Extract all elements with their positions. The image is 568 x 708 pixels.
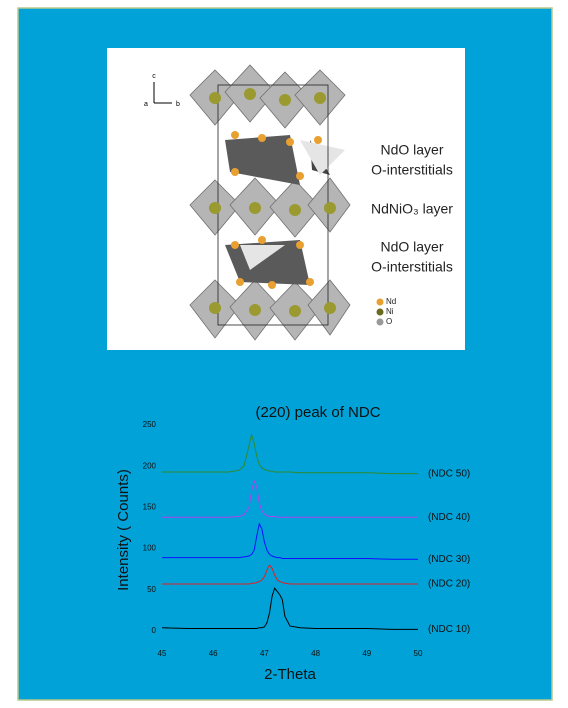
structure-label: O-interstitials	[371, 162, 453, 178]
axis-a: a	[144, 101, 148, 108]
axes-indicator: c a b	[144, 73, 180, 108]
series-label: (NDC 20)	[428, 579, 470, 590]
x-tick-label: 47	[260, 649, 269, 658]
structure-label: NdO layer	[380, 239, 443, 255]
y-tick-label: 250	[143, 420, 157, 429]
series-label: (NDC 50)	[428, 468, 470, 479]
x-axis-label: 2-Theta	[264, 666, 316, 683]
axis-b: b	[176, 101, 180, 108]
x-tick-label: 49	[362, 649, 371, 658]
structure-label: O-interstitials	[371, 259, 453, 275]
structure-label: NdO layer	[380, 142, 443, 158]
y-tick-label: 0	[152, 626, 157, 635]
axis-c: c	[152, 73, 156, 80]
series-label: (NDC 30)	[428, 554, 470, 565]
structure-label: NdNiO₃ layer	[371, 201, 453, 217]
series-label: (NDC 10)	[428, 624, 470, 635]
y-tick-label: 100	[143, 544, 157, 553]
x-tick-label: 50	[414, 649, 423, 658]
x-tick-label: 46	[209, 649, 218, 658]
data-line	[162, 433, 418, 475]
structure-image: c a b NdO layer O-interstitials NdNiO₃ l…	[107, 48, 465, 350]
y-tick-label: 150	[143, 503, 157, 512]
data-line	[162, 522, 418, 560]
data-line	[162, 564, 418, 585]
data-line	[161, 587, 418, 630]
x-tick-label: 45	[158, 649, 167, 658]
ni-atoms	[209, 88, 336, 317]
legend-label: Nd	[386, 297, 396, 306]
series-label: (NDC 40)	[428, 512, 470, 523]
y-tick-label: 200	[143, 461, 157, 470]
nd-atoms	[231, 131, 322, 289]
data-line	[162, 479, 418, 518]
chart-title: (220) peak of NDC	[255, 404, 380, 421]
interstitial-tetrahedra	[225, 135, 345, 285]
x-tick-label: 48	[311, 649, 320, 658]
legend-label: Ni	[386, 307, 394, 316]
y-axis-label: Intensity ( Counts)	[115, 469, 132, 591]
y-tick-label: 50	[147, 585, 156, 594]
legend-label: O	[386, 317, 392, 326]
